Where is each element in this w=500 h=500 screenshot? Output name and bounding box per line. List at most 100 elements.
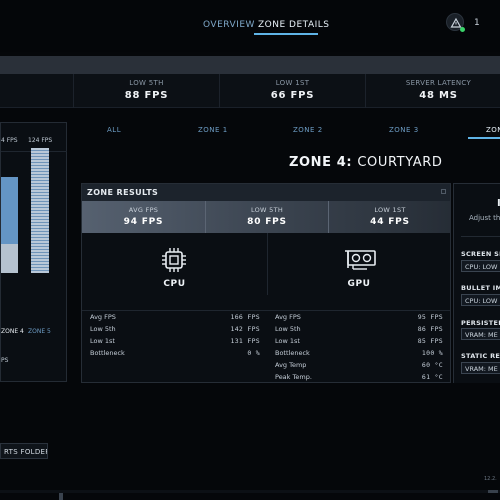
settings-subtitle: Adjust the [469,214,500,222]
active-tab-underline [254,33,318,35]
table-row: Low 1st 131 FPS [90,335,260,347]
zone-stat-low-1st: LOW 1ST 44 FPS [328,201,451,233]
table-row: Low 5th 86 FPS [275,323,443,335]
row-value: 100 % [421,349,443,357]
notification-count: 1 [474,18,480,28]
scrollbar-thumb[interactable] [59,491,63,500]
divider [82,310,450,311]
tab-overview[interactable]: OVERVIEW [203,20,255,30]
stat-label: LOW 5TH [129,79,164,87]
zone-tab-4[interactable]: ZON [486,126,500,134]
zone-stat-low-5th: LOW 5TH 80 FPS [205,201,328,233]
cpu-label: CPU [163,279,186,289]
stat-value: 44 FPS [370,217,410,227]
column-header: 4 FPS [1,137,18,144]
cpu-icon [162,248,186,272]
stat-low-1st: LOW 1ST 66 FPS [219,74,365,108]
gpu-label: GPU [347,279,371,289]
table-row: Bottleneck 100 % [275,347,443,359]
stat-server-latency: SERVER LATENCY 48 MS [365,74,500,108]
row-value: 166 FPS [230,313,260,321]
gpu-icon [345,250,376,270]
summary-header-strip [0,56,500,74]
setting-select[interactable]: CPU: LOW [461,294,500,306]
stat-label: AVG FPS [128,206,159,214]
setting-label: STATIC REF [461,352,500,360]
setting-label: SCREEN SP [461,250,500,258]
row-value: 131 FPS [230,337,260,345]
stat-label: LOW 5TH [250,206,284,214]
row-value: 85 FPS [417,337,443,345]
panel-title: ZONE RESULTS [87,188,159,197]
cpu-stats-table: Avg FPS 166 FPS Low 5th 142 FPS Low 1st 131… [90,311,260,359]
zone-stats-bar: AVG FPS 94 FPS LOW 5TH 80 FPS LOW 1ST 44… [82,201,450,233]
summary-stats: LOW 5TH 88 FPS LOW 1ST 66 FPS SERVER LAT… [0,74,500,108]
row-label: Bottleneck [275,349,310,357]
table-row: Avg Temp 60 °C [275,359,443,371]
zone-4-label[interactable]: ZONE 4 [1,328,24,335]
row-label: Peak Temp. [275,373,312,381]
setting-select[interactable]: VRAM: ME [461,328,500,340]
table-row: Peak Temp. 61 °C [275,371,443,383]
table-row: Low 1st 85 FPS [275,335,443,347]
row-value: 0 % [247,349,260,357]
setting-select[interactable]: CPU: LOW [461,260,500,272]
expand-icon[interactable] [441,189,446,194]
gpu-section: GPU [268,233,450,295]
zone-title-prefix: ZONE 4: [289,155,353,170]
top-nav: OVERVIEW ZONE DETAILS 1 [0,0,500,52]
table-row: Avg FPS 95 FPS [275,311,443,323]
zone-comparison-panel: 4 FPS 124 FPS ZONE 4 ZONE 5 PS [0,122,67,500]
zone-results-panel: ZONE RESULTS AVG FPS 94 FPS LOW 5TH 80 F… [81,183,451,383]
row-value: 95 FPS [417,313,443,321]
table-row: Bottleneck 0 % [90,347,260,359]
divider [461,236,500,237]
row-value: 61 °C [421,373,443,381]
stat-value: 48 MS [419,90,458,101]
horizontal-scrollbar[interactable] [0,490,500,493]
zone-tab-1[interactable]: ZONE 1 [198,126,228,134]
stat-value: 88 FPS [124,90,169,101]
row-label: Avg FPS [275,313,301,321]
cpu-section: CPU [82,233,267,295]
row-label: Bottleneck [90,349,125,357]
table-row: Avg FPS 166 FPS [90,311,260,323]
zone-5-label[interactable]: ZONE 5 [28,328,51,335]
row-label: Low 5th [90,325,116,333]
tab-zone-details[interactable]: ZONE DETAILS [258,20,330,30]
row-label: Avg FPS [90,313,116,321]
stat-label: SERVER LATENCY [405,79,472,87]
stat-value: 94 FPS [123,217,164,227]
stat-label: LOW 1ST [275,79,310,87]
row-value: 142 FPS [230,325,260,333]
setting-select[interactable]: VRAM: ME [461,362,500,374]
zone-5-bar[interactable] [31,148,49,273]
row-label: Low 1st [275,337,300,345]
gpu-stats-table: Avg FPS 95 FPS Low 5th 86 FPS Low 1st 85 FP… [275,311,443,383]
divider [267,233,268,295]
setting-label: PERSISTEN [461,319,500,327]
row-label: Avg Temp [275,361,307,369]
stat-value: 80 FPS [247,217,287,227]
profile-button[interactable] [446,13,464,31]
scrollbar-thumb[interactable] [488,490,498,493]
open-reports-folder-button[interactable]: RTS FOLDER [0,443,48,459]
zone-title-name: COURTYARD [357,155,443,170]
row-value: 60 °C [421,361,443,369]
zone-title: ZONE 4: COURTYARD [289,155,442,170]
table-row: Low 5th 142 FPS [90,323,260,335]
zone-4-bar[interactable] [1,177,18,273]
stat-label: LOW 1ST [374,206,406,214]
active-zone-underline [468,137,500,139]
stat-low-5th: LOW 5TH 88 FPS [73,74,219,108]
zone-tab-all[interactable]: ALL [107,126,122,134]
zone-tab-2[interactable]: ZONE 2 [293,126,323,134]
fps-label: PS [1,357,9,364]
setting-label: BULLET IM [461,284,500,292]
warning-icon [450,17,462,28]
settings-panel: I Adjust the SCREEN SP CPU: LOW BULLET I… [453,183,500,383]
zone-stat-avg-fps: AVG FPS 94 FPS [82,201,205,233]
zone-tab-3[interactable]: ZONE 3 [389,126,419,134]
version-label: 12.2. [484,476,497,482]
stat-value: 66 FPS [270,90,315,101]
